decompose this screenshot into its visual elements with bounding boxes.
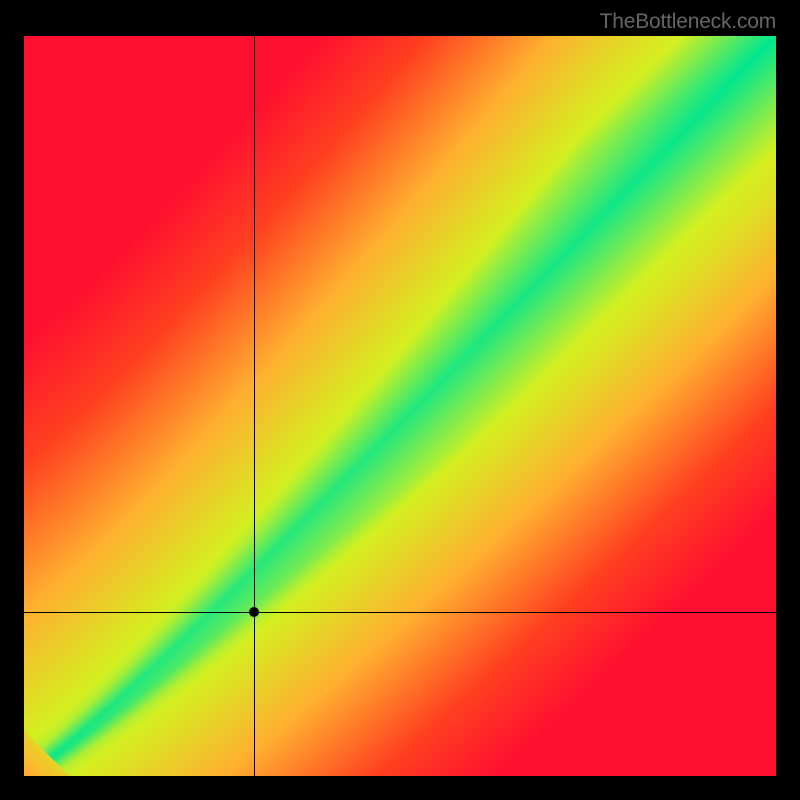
watermark-text: TheBottleneck.com [600, 10, 776, 34]
crosshair-horizontal [24, 612, 776, 613]
crosshair-vertical [254, 36, 255, 776]
chart-container: TheBottleneck.com [0, 0, 800, 800]
plot-area [24, 36, 776, 776]
marker-dot [249, 607, 259, 617]
heatmap-canvas [24, 36, 776, 776]
